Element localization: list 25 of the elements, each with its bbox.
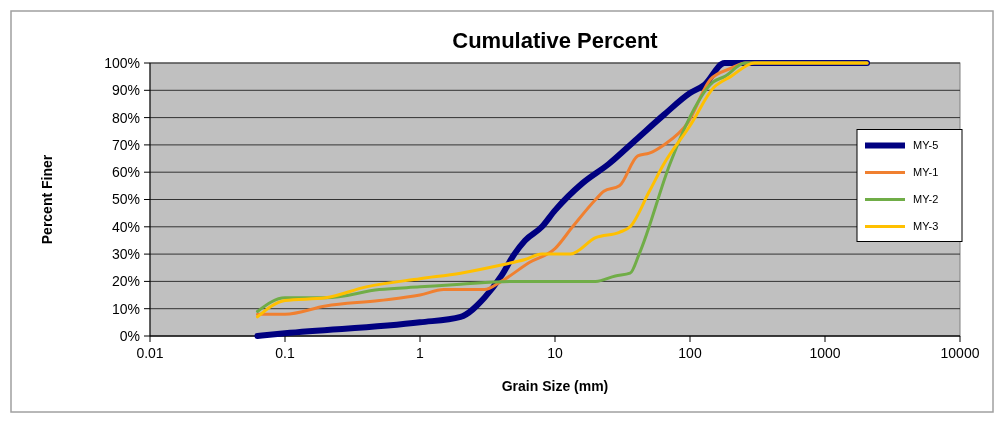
y-tick-label: 100% [104, 54, 140, 71]
y-tick-label: 40% [111, 218, 140, 235]
y-tick-label: 60% [111, 164, 140, 181]
legend-label: MY-2 [913, 193, 939, 206]
y-axis-title: Percent Finer [39, 154, 55, 245]
chart-title: Cumulative Percent [452, 28, 659, 53]
y-tick-label: 0% [119, 327, 140, 344]
legend-label: MY-1 [913, 166, 939, 179]
x-tick-label: 10000 [940, 345, 980, 361]
x-tick-label: 1 [416, 345, 425, 361]
y-tick-label: 30% [111, 246, 140, 262]
y-tick-label: 70% [111, 136, 140, 153]
y-tick-label: 10% [111, 300, 140, 317]
x-tick-label: 10 [547, 345, 563, 361]
x-tick-label: 0.01 [136, 345, 164, 361]
y-tick-label: 20% [111, 273, 140, 290]
x-axis-title: Grain Size (mm) [501, 378, 609, 394]
y-tick-label: 50% [111, 191, 140, 208]
y-tick-label: 80% [111, 109, 140, 126]
legend-label: MY-3 [913, 220, 939, 233]
x-tick-label: 100 [678, 345, 702, 361]
x-tick-label: 0.1 [275, 345, 295, 361]
y-tick-label: 90% [111, 82, 140, 99]
x-tick-label: 1000 [809, 345, 841, 361]
legend-label: MY-5 [913, 139, 939, 152]
